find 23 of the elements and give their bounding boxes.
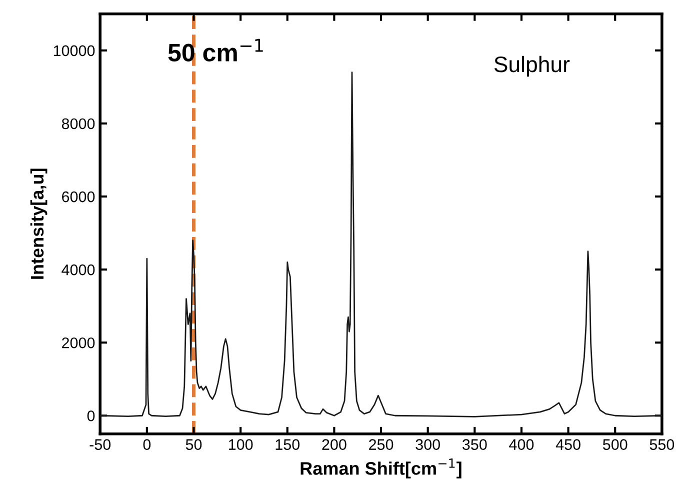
x-tick-label: 450 [556,439,580,450]
y-tick-label: 6000 [62,191,95,202]
x-tick-label: 100 [228,439,253,450]
x-tick-label: 500 [602,439,628,450]
y-tick-label: 8000 [62,118,95,130]
x-tick-label: 250 [369,439,394,450]
x-tick-label: 0 [143,439,151,450]
annotation: Sulphur [494,56,570,77]
y-tick-label: 4000 [62,264,95,276]
y-tick-label: 0 [87,410,95,422]
x-axis-title: Raman Shift[cm$^{−1}$] [300,458,462,478]
y-tick-label: 2000 [62,337,95,348]
x-tick-label: 200 [322,439,346,450]
x-tick-label: 150 [276,439,300,450]
x-tick-label: -50 [90,439,111,450]
y-tick-label: 10000 [54,45,95,56]
x-tick-label: 550 [650,439,674,450]
x-tick-label: 300 [416,439,440,450]
y-axis-title: Intensity[a,u] [30,168,48,279]
x-tick-label: 350 [462,439,487,450]
x-tick-label: 400 [509,439,534,450]
annotation: 50 cm$^{−1}$ [168,38,263,62]
x-tick-label: 50 [186,439,202,450]
